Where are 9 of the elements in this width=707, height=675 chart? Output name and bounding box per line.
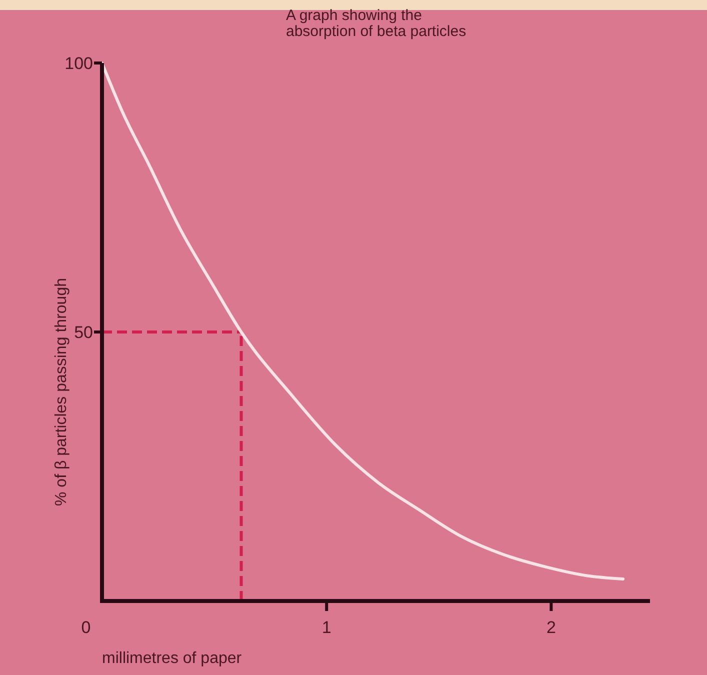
chart-title: A graph showing the absorption of beta particles	[286, 7, 466, 40]
x-tick-label: 1	[322, 618, 332, 637]
y-tick-label: 100	[64, 54, 93, 73]
x-axis-title: millimetres of paper	[102, 650, 242, 667]
y-tick-label: 50	[74, 322, 93, 342]
x-tick-label: 2	[546, 618, 556, 637]
x-tick-label: 0	[81, 618, 91, 637]
line-series	[100, 62, 625, 580]
y-axis-title: % of β particles passing through	[53, 278, 70, 506]
